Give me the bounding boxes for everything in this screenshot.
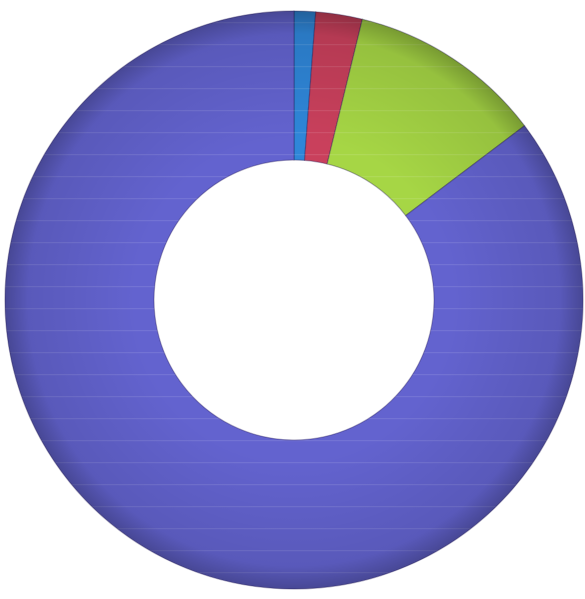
donut-slices — [4, 10, 584, 590]
donut-shading — [4, 11, 583, 589]
